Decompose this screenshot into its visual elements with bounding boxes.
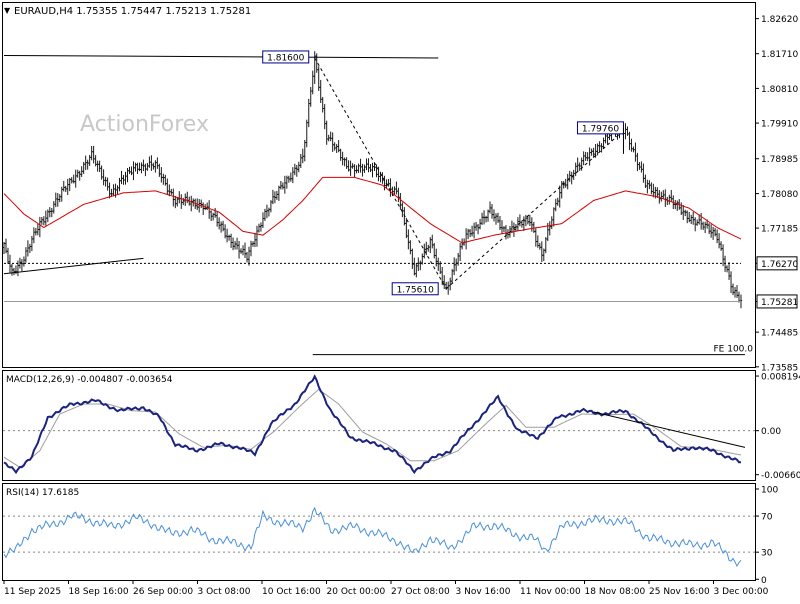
time-axis-label: 18 Nov 08:00 — [585, 587, 646, 597]
price-axis-tag — [756, 256, 798, 271]
time-axis-label: 25 Nov 16:00 — [649, 587, 710, 597]
macd-main-line — [3, 374, 741, 475]
price-axis-label: 1.73585 — [761, 363, 798, 373]
rsi-title: RSI(14) 17.6185 — [6, 488, 79, 498]
rsi-line — [3, 506, 742, 568]
price-layer: 1.81600 1.79760 1.75610 FE 100.0 — [2, 50, 754, 356]
price-axis-label: 1.78985 — [761, 155, 798, 165]
price-axis-label: 1.81710 — [761, 50, 798, 60]
rsi-panel-frame — [2, 483, 756, 581]
price-axis-label: 1.75281 — [761, 298, 798, 308]
price-axis-label: 1.80810 — [761, 85, 798, 95]
time-axis-label: 3 Nov 16:00 — [456, 587, 511, 597]
symbol-header: EURAUD,H4 1.75355 1.75447 1.75213 1.7528… — [14, 6, 251, 17]
price-axis-tag — [756, 294, 798, 309]
price-axis-label: 1.79910 — [761, 120, 798, 130]
price-label: 1.81600 — [267, 53, 304, 63]
price-panel-frame — [2, 2, 756, 368]
macd-title: MACD(12,26,9) -0.004807 -0.003654 — [6, 375, 173, 385]
trendline — [3, 257, 144, 275]
watermark: ActionForex — [80, 112, 209, 137]
macd-axis-label: 0.00 — [761, 427, 781, 437]
time-axis-label: 10 Oct 16:00 — [262, 587, 321, 597]
price-axis-label: 1.77185 — [761, 225, 798, 235]
time-axis-label: 11 Sep 2025 — [4, 587, 61, 597]
price-axis-label: 1.78080 — [761, 190, 798, 200]
macd-axis-label: 0.008194 — [761, 373, 800, 383]
time-axis-label: 27 Oct 08:00 — [391, 587, 450, 597]
rsi-layer — [3, 506, 755, 568]
rsi-axis-label: 30 — [761, 549, 773, 559]
sma-line — [3, 176, 742, 244]
rsi-axis-label: 100 — [761, 486, 778, 496]
time-axis-label: 20 Oct 00:00 — [327, 587, 386, 597]
trendline — [3, 54, 439, 59]
price-label: 1.79760 — [582, 124, 619, 134]
time-axis-label: 18 Sep 16:00 — [69, 587, 129, 597]
price-label: 1.75610 — [397, 285, 434, 295]
price-axis-label: 1.82620 — [761, 15, 798, 25]
collapse-triangle-icon[interactable]: ▼ — [4, 6, 11, 15]
axis-layer: 1.82620 1.81710 1.80810 1.79910 1.78985 1.780… — [3, 15, 800, 597]
time-axis-label: 3 Dec 00:00 — [714, 587, 769, 597]
macd-layer — [3, 374, 755, 475]
macd-trendline — [593, 411, 746, 448]
trendline — [445, 128, 626, 290]
macd-axis-label: -0.006604 — [761, 471, 800, 481]
time-axis-label: 26 Sep 00:00 — [133, 587, 193, 597]
rsi-axis-label: 70 — [761, 513, 773, 523]
time-axis-label: 11 Nov 00:00 — [520, 587, 581, 597]
time-axis-label: 3 Oct 08:00 — [198, 587, 251, 597]
rsi-axis-label: 0 — [761, 576, 767, 586]
price-axis-label: 1.76270 — [761, 260, 798, 270]
trendline — [314, 57, 447, 290]
price-label-box — [262, 50, 310, 64]
macd-panel-frame — [2, 370, 756, 481]
price-axis-label: 1.74485 — [761, 329, 798, 339]
price-label-box — [391, 282, 439, 296]
fe-label: FE 100.0 — [714, 345, 754, 355]
